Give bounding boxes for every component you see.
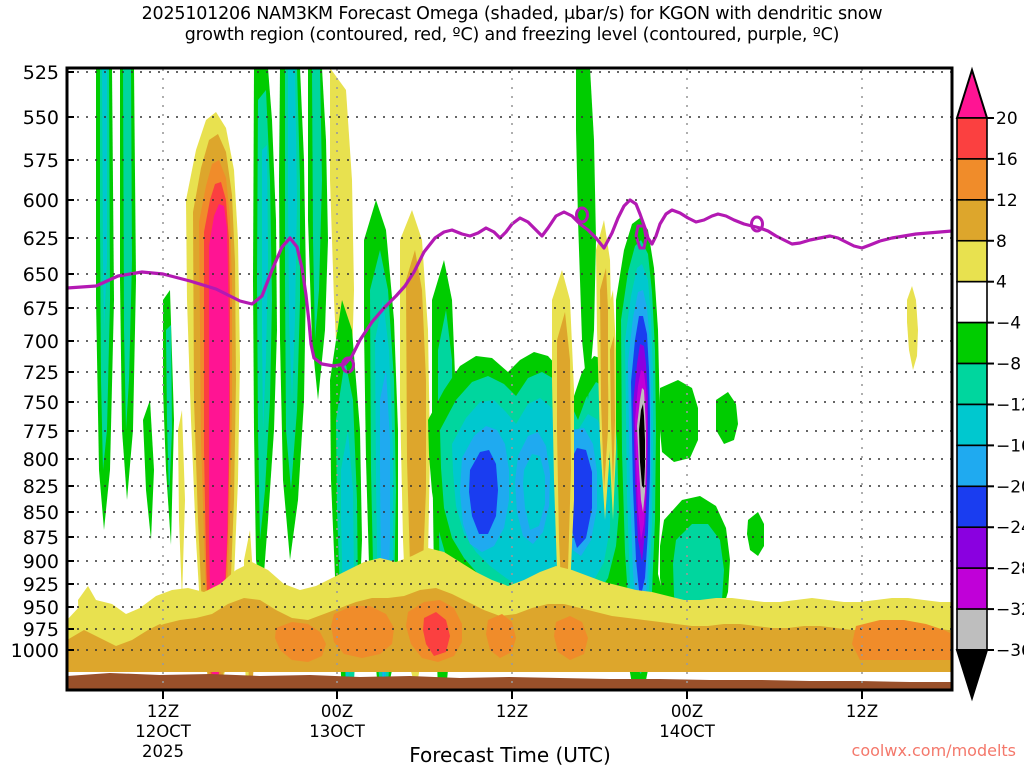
colorbar-band[interactable]	[956, 362, 988, 406]
y-tick-label: 950	[23, 597, 59, 619]
colorbar-band[interactable]	[956, 321, 988, 365]
x-tick-time: 12Z	[147, 702, 179, 721]
x-tick-date: 12OCT	[135, 722, 192, 741]
colorbar-cap-bottom	[955, 649, 989, 702]
y-tick-label: 725	[23, 362, 59, 384]
y-tick-label: 800	[23, 449, 59, 471]
freezing-level-zero-marker-2	[575, 206, 589, 224]
colorbar-band[interactable]	[956, 239, 988, 283]
colorbar-tick-label: −32	[996, 600, 1024, 620]
freezing-level-contour	[67, 198, 952, 374]
x-tick-date: 14OCT	[659, 722, 716, 741]
colorbar-tick-label: 4	[996, 273, 1007, 293]
plot-frame	[65, 66, 954, 692]
page-title: 2025101206 NAM3KM Forecast Omega (shaded…	[0, 4, 1024, 47]
colorbar-tick-label: −4	[996, 314, 1021, 334]
colorbar-band[interactable]	[956, 280, 988, 324]
colorbar-band[interactable]	[956, 526, 988, 569]
x-axis-title: Forecast Time (UTC)	[409, 743, 611, 767]
y-tick-label: 575	[23, 150, 59, 172]
y-tick-label: 700	[23, 331, 59, 353]
horizontal-gridlines	[68, 71, 951, 651]
x-tick-time: 00Z	[321, 702, 353, 721]
y-tick-label: 675	[23, 298, 59, 320]
colorbar-band[interactable]	[956, 485, 988, 529]
colorbar-tick-label: −12	[996, 395, 1024, 415]
colorbar-band[interactable]	[956, 567, 988, 610]
y-tick-label: 900	[23, 551, 59, 573]
colorbar-band[interactable]	[956, 117, 988, 160]
x-tick-time: 12Z	[496, 702, 528, 721]
y-tick-label: 525	[23, 62, 59, 84]
y-tick-label: 850	[23, 502, 59, 524]
colorbar-tick-label: 8	[996, 232, 1007, 252]
colorbar-tick-label: −36	[996, 641, 1024, 661]
colorbar-band[interactable]	[956, 199, 988, 242]
colorbar-tick-label: 12	[996, 191, 1018, 211]
y-tick-label: 600	[23, 190, 59, 212]
x-tick-date: 13OCT	[309, 722, 366, 741]
x-tick-time: 00Z	[671, 702, 703, 721]
y-axis: 525 550 575 600 625 650 675 700 725 750 775 800 825 8…	[11, 62, 74, 662]
freezing-level-zero-marker-3	[750, 215, 764, 233]
colorbar-tick-label: 16	[996, 150, 1018, 170]
colorbar-tick-label: 20	[996, 109, 1018, 129]
y-tick-label: 750	[23, 392, 59, 414]
colorbar-tick-label: −28	[996, 559, 1024, 579]
y-tick-label: 550	[23, 107, 59, 129]
title-line-1: 2025101206 NAM3KM Forecast Omega (shaded…	[141, 4, 883, 24]
watermark: coolwx.com/modelts	[852, 741, 1016, 760]
y-tick-label: 875	[23, 527, 59, 549]
y-tick-label: 775	[23, 421, 59, 443]
y-tick-label: 625	[23, 228, 59, 250]
colorbar-tick-label: −8	[996, 355, 1021, 375]
colorbar-cap-top	[955, 66, 989, 119]
colorbar-band[interactable]	[956, 608, 988, 651]
y-tick-label: 1000	[11, 640, 59, 662]
y-tick-label: 825	[23, 476, 59, 498]
freezing-level-closed-contour	[634, 224, 648, 250]
colorbar-band[interactable]	[956, 403, 988, 447]
colorbar-tick-label: −20	[996, 477, 1024, 497]
y-tick-label: 925	[23, 574, 59, 596]
colorbar-tick-label: −24	[996, 518, 1024, 538]
y-tick-label: 650	[23, 264, 59, 286]
y-tick-label: 975	[23, 619, 59, 641]
x-tick-year: 2025	[142, 742, 184, 761]
colorbar[interactable]: 20 16 12 8 4 −4 −8 −12 −16 −20 −24 −28 −32 −36	[955, 66, 1024, 702]
colorbar-tick-label: −16	[996, 436, 1024, 456]
colorbar-band[interactable]	[956, 444, 988, 488]
title-line-2: growth region (contoured, red, ºC) and f…	[184, 25, 840, 46]
colorbar-band[interactable]	[956, 158, 988, 201]
x-tick-time: 12Z	[846, 702, 878, 721]
